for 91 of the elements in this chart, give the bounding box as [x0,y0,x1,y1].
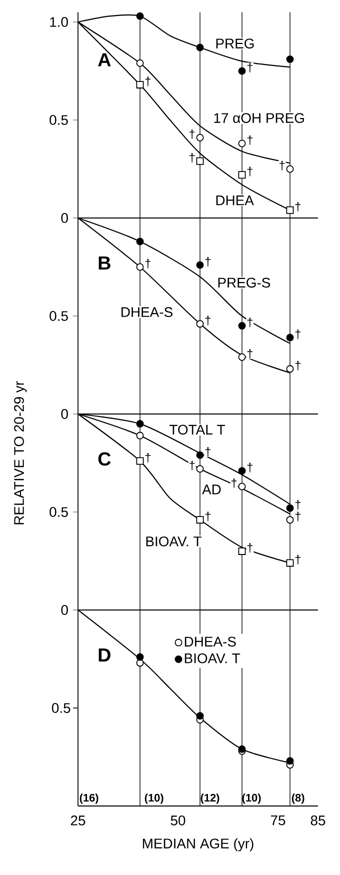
point [238,467,246,475]
series-label: DHEA [216,196,254,206]
text: A [98,53,111,66]
point [136,432,144,440]
point [286,559,294,567]
point [286,55,294,63]
point [196,465,204,473]
point [136,12,144,20]
point [196,712,204,720]
data-label: † [247,543,252,553]
text: B [98,256,110,270]
point [136,59,144,67]
point [238,140,246,148]
data-label: † [295,360,300,370]
point [136,457,144,465]
data-label: † [190,130,195,140]
data-label: † [205,316,210,326]
y-tick-label: 0.5 [50,311,68,321]
point [136,80,144,88]
y-tick-label: 0.5 [50,507,68,517]
point [286,165,294,173]
data-label: † [247,166,252,176]
data-label: † [247,318,252,328]
series-label: PREG [216,38,254,48]
point [196,261,204,269]
series-label: BIOAV. T [146,536,202,546]
data-label: † [232,478,237,488]
data-label: † [280,160,285,170]
x-tick-label: 50 [170,816,186,826]
data-label: † [295,554,300,564]
data-label: † [247,349,252,359]
point [286,504,294,512]
y-tick-label: 1.0 [50,17,68,27]
data-label: † [145,76,150,86]
point [238,322,246,330]
data-label: † [295,329,300,339]
data-label: † [247,62,252,72]
point [286,757,294,765]
text: C [98,452,111,466]
series-label: 17 αOH PREG [214,113,304,123]
point [196,320,204,328]
data-label: † [295,202,300,212]
point [136,653,144,661]
data-label: † [205,447,210,457]
point [196,44,204,52]
point [196,134,204,142]
data-label: † [205,512,210,522]
point [286,206,294,214]
data-label: † [295,512,300,522]
annotation: (16) [80,794,98,804]
data-label: † [205,256,210,266]
data-label: † [190,460,195,470]
y-tick-label: 0 [61,409,68,419]
point [136,263,144,271]
point [286,334,294,342]
series-label: TOTAL T [170,424,225,435]
point [238,171,246,179]
data-label: † [247,462,252,472]
point [286,365,294,373]
point [196,157,204,165]
series-label: AD [202,484,221,494]
data-label: † [295,500,300,510]
point [238,353,246,361]
x-tick-label: 85 [310,816,326,826]
y-tick-label: 0 [61,213,68,223]
point [238,482,246,490]
point [286,516,294,524]
x-axis-title: MEDIAN AGE (yr) [142,838,254,852]
y-tick-label: 0.5 [50,115,68,125]
point [238,67,246,75]
point [136,238,144,246]
text: D [98,648,110,662]
point [136,420,144,428]
x-tick-label: 75 [270,816,286,826]
annotation: (10) [144,794,164,804]
series-label: PREG-S [218,278,270,288]
series-label: DHEA-S [122,307,172,318]
annotation: (8) [292,794,304,804]
x-tick-label: 25 [70,816,86,826]
data-label: † [145,452,150,462]
point [238,547,246,555]
legend-label: BIOAV. T [184,653,240,664]
data-label: † [145,258,150,268]
data-label: † [247,135,252,145]
legend-label: DHEA-S [184,636,236,647]
data-label: † [190,153,195,163]
annotation: (12) [200,794,220,804]
y-tick-label: 0 [61,605,68,615]
y-axis-title: RELATIVE TO 20-29 yr [14,381,27,524]
point [196,451,204,459]
point [196,516,204,524]
